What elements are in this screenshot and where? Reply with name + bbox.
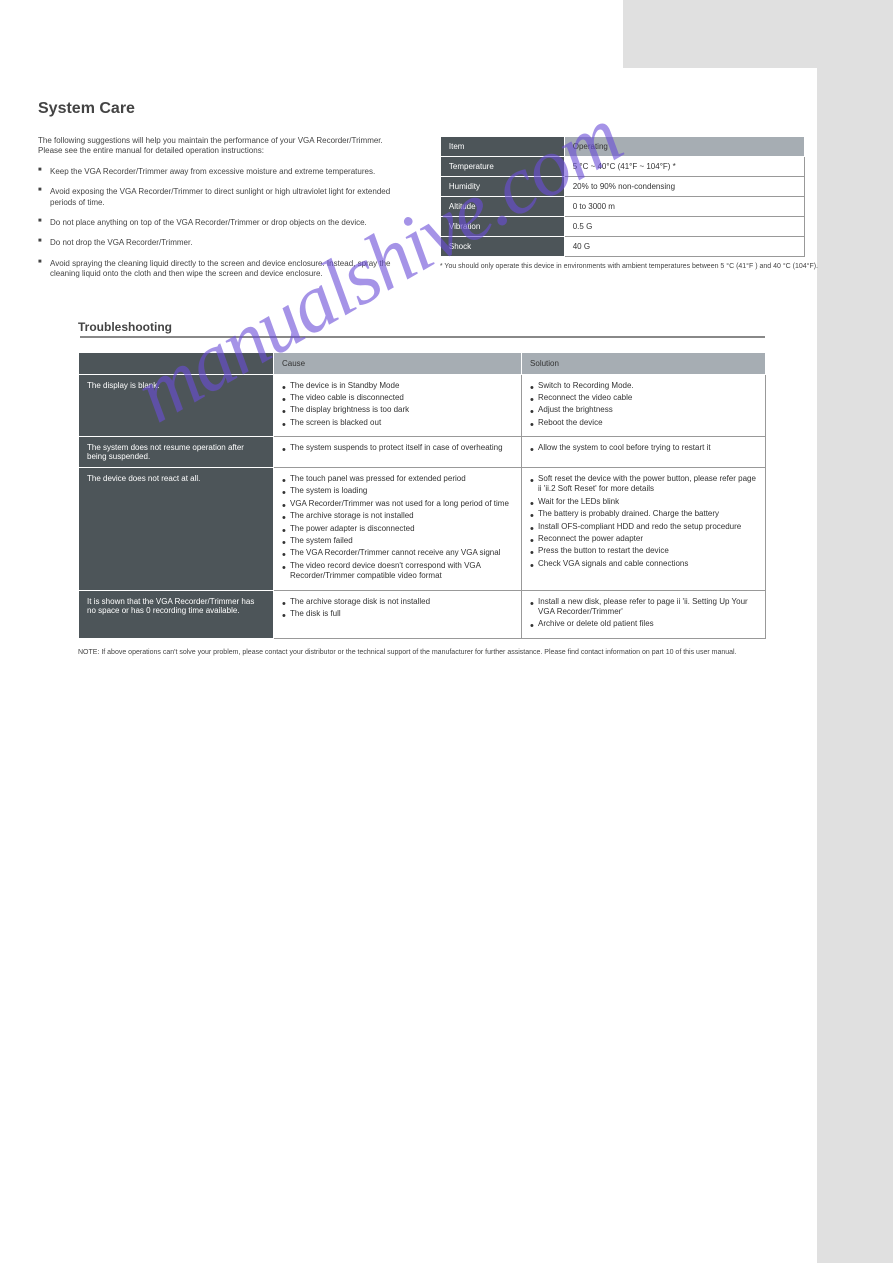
trouble-cause-cell: The system suspends to protect itself in… [274,437,522,468]
right-sidebar [817,68,893,1263]
trouble-cause-item: The system suspends to protect itself in… [282,443,513,453]
trouble-solution-item: Install a new disk, please refer to page… [530,597,757,618]
section-divider [80,336,765,338]
trouble-cause-item: The power adapter is disconnected [282,524,513,534]
spec-row-label: Altitude [440,197,564,217]
trouble-solution-item: Archive or delete old patient files [530,619,757,629]
trouble-row-head: The system does not resume operation aft… [79,437,274,468]
trouble-solution-item: The battery is probably drained. Charge … [530,509,757,519]
trouble-cause-item: The disk is full [282,609,513,619]
trouble-cause-item: The video cable is disconnected [282,393,513,403]
trouble-row: The display is blank. The device is in S… [79,374,766,437]
trouble-solution-cell: Soft reset the device with the power but… [522,468,766,591]
trouble-solution-cell: Switch to Recording Mode. Reconnect the … [522,374,766,437]
spec-header-operating: Operating [564,137,804,157]
trouble-row-head: It is shown that the VGA Recorder/Trimme… [79,590,274,638]
intro-text: The following suggestions will help you … [38,136,408,157]
trouble-header-blank [79,352,274,374]
intro-bullet: Do not place anything on top of the VGA … [38,218,408,228]
intro-block: The following suggestions will help you … [38,136,408,290]
trouble-cause-cell: The archive storage disk is not installe… [274,590,522,638]
intro-bullet: Avoid spraying the cleaning liquid direc… [38,259,408,280]
trouble-cause-item: The display brightness is too dark [282,405,513,415]
spec-row-label: Vibration [440,217,564,237]
trouble-cause-item: The system is loading [282,486,513,496]
trouble-cause-item: The system failed [282,536,513,546]
trouble-solution-item: Check VGA signals and cable connections [530,559,757,569]
spec-table-wrapper: Item Operating Temperature 5 °C ~ 40°C (… [440,136,818,270]
trouble-solution-item: Allow the system to cool before trying t… [530,443,757,453]
trouble-solution-item: Switch to Recording Mode. [530,381,757,391]
spec-table-note: * You should only operate this device in… [440,263,818,270]
spec-table: Item Operating Temperature 5 °C ~ 40°C (… [440,136,805,257]
trouble-cause-item: The screen is blacked out [282,418,513,428]
trouble-solution-item: Adjust the brightness [530,405,757,415]
top-gray-block [623,0,893,68]
spec-row-value: 0 to 3000 m [564,197,804,217]
trouble-solution-cell: Allow the system to cool before trying t… [522,437,766,468]
trouble-header-cause: Cause [274,352,522,374]
spec-row-label: Humidity [440,177,564,197]
trouble-cause-item: The archive storage is not installed [282,511,513,521]
trouble-row: The device does not react at all. The to… [79,468,766,591]
trouble-solution-item: Soft reset the device with the power but… [530,474,757,495]
trouble-row-head: The display is blank. [79,374,274,437]
spec-row-value: 40 G [564,237,804,257]
trouble-solution-item: Reconnect the power adapter [530,534,757,544]
troubleshooting-note: NOTE: If above operations can't solve yo… [78,649,766,656]
spec-row-label: Temperature [440,157,564,177]
page-content: System Care The following suggestions wi… [38,100,818,656]
intro-bullet: Do not drop the VGA Recorder/Trimmer. [38,238,408,248]
trouble-solution-item: Press the button to restart the device [530,546,757,556]
trouble-solution-item: Reconnect the video cable [530,393,757,403]
trouble-cause-item: VGA Recorder/Trimmer was not used for a … [282,499,513,509]
spec-row-value: 20% to 90% non-condensing [564,177,804,197]
trouble-cause-item: The touch panel was pressed for extended… [282,474,513,484]
trouble-solution-cell: Install a new disk, please refer to page… [522,590,766,638]
spec-header-item: Item [440,137,564,157]
trouble-row: The system does not resume operation aft… [79,437,766,468]
trouble-solution-item: Install OFS-compliant HDD and redo the s… [530,522,757,532]
intro-bullet: Avoid exposing the VGA Recorder/Trimmer … [38,187,408,208]
trouble-cause-item: The VGA Recorder/Trimmer cannot receive … [282,548,513,558]
page-title: System Care [38,100,818,118]
troubleshooting-table: Cause Solution The display is blank. The… [78,352,766,639]
trouble-cause-cell: The touch panel was pressed for extended… [274,468,522,591]
spec-row-value: 5 °C ~ 40°C (41°F ~ 104°F) * [564,157,804,177]
trouble-solution-item: Reboot the device [530,418,757,428]
trouble-cause-cell: The device is in Standby Mode The video … [274,374,522,437]
troubleshooting-title: Troubleshooting [78,320,818,334]
trouble-row: It is shown that the VGA Recorder/Trimme… [79,590,766,638]
trouble-row-head: The device does not react at all. [79,468,274,591]
trouble-cause-item: The archive storage disk is not installe… [282,597,513,607]
trouble-header-solution: Solution [522,352,766,374]
spec-row-label: Shock [440,237,564,257]
spec-row-value: 0.5 G [564,217,804,237]
intro-bullet: Keep the VGA Recorder/Trimmer away from … [38,167,408,177]
intro-bullets: Keep the VGA Recorder/Trimmer away from … [38,167,408,280]
trouble-solution-item: Wait for the LEDs blink [530,497,757,507]
trouble-cause-item: The video record device doesn't correspo… [282,561,513,582]
trouble-cause-item: The device is in Standby Mode [282,381,513,391]
top-section: The following suggestions will help you … [38,136,818,290]
